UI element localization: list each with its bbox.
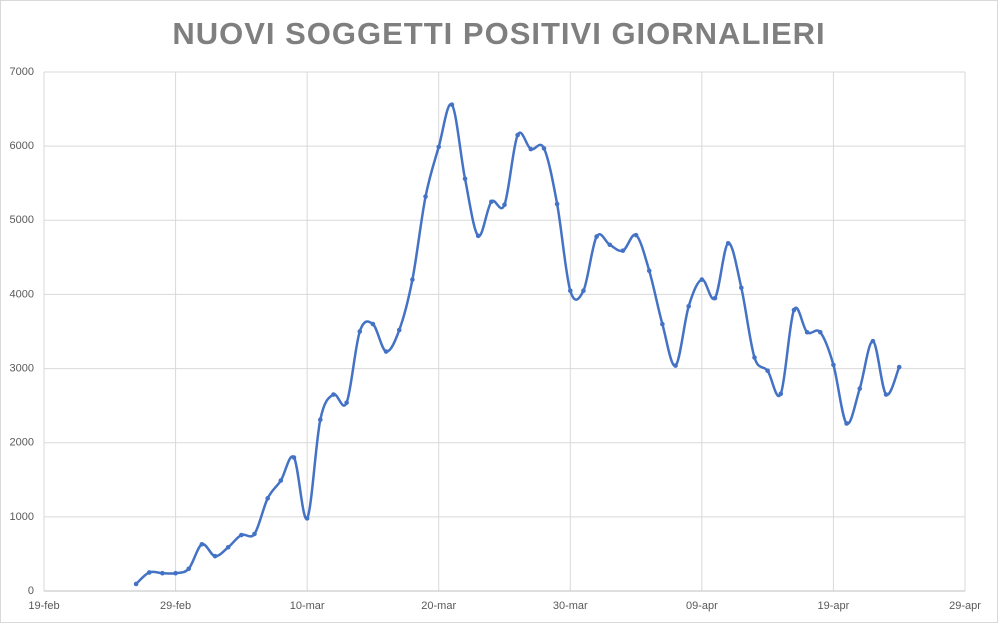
data-point [291, 455, 297, 460]
data-point [396, 327, 402, 333]
data-point [739, 285, 744, 291]
data-point [173, 570, 178, 576]
y-tick-label: 1000 [10, 511, 34, 523]
data-point [817, 329, 823, 335]
data-point [160, 570, 165, 576]
x-tick-label: 30-mar [553, 600, 588, 612]
x-tick-label: 20-mar [421, 600, 456, 612]
data-point [278, 478, 284, 483]
data-point [515, 132, 520, 138]
x-tick-label: 29-feb [160, 600, 191, 612]
data-point [660, 321, 665, 327]
data-point [475, 233, 481, 239]
data-point [436, 144, 442, 150]
data-point [554, 201, 560, 207]
data-point [646, 268, 652, 274]
y-tick-label: 3000 [10, 362, 34, 374]
data-point [331, 392, 336, 397]
data-point [462, 176, 468, 182]
data-point [199, 541, 205, 547]
x-tick-label: 19-feb [28, 600, 59, 612]
y-tick-label: 2000 [10, 437, 34, 449]
data-point [567, 288, 573, 294]
data-point [831, 362, 836, 368]
data-point [752, 355, 757, 360]
data-point [686, 303, 691, 309]
data-point [541, 146, 547, 151]
x-tick-label: 10-mar [290, 600, 325, 612]
data-point [528, 146, 534, 152]
data-point [607, 242, 613, 248]
data-point [673, 363, 678, 368]
data-point [304, 516, 310, 521]
data-point [449, 102, 455, 107]
data-point [633, 232, 639, 238]
y-tick-label: 0 [28, 585, 34, 597]
data-point [489, 199, 494, 205]
data-point [765, 368, 770, 374]
data-point [252, 531, 257, 537]
data-point [699, 277, 705, 282]
data-point [225, 544, 231, 550]
data-point [186, 566, 192, 572]
x-tick-label: 09-apr [686, 600, 718, 612]
chart-title: NUOVI SOGGETTI POSITIVI GIORNALIERI [172, 16, 825, 51]
y-tick-label: 4000 [10, 288, 34, 300]
data-point [502, 202, 507, 208]
data-point [344, 400, 349, 405]
data-point [370, 321, 376, 327]
data-point [357, 329, 363, 334]
data-point [804, 329, 810, 335]
data-point [318, 417, 323, 423]
data-point [896, 364, 902, 370]
data-point [712, 295, 718, 301]
x-tick-label: 29-apr [949, 600, 981, 612]
data-point [857, 386, 863, 391]
data-point [791, 307, 797, 313]
x-tick-label: 19-apr [818, 600, 850, 612]
data-point [133, 581, 139, 587]
data-point [883, 392, 889, 397]
data-point [594, 234, 599, 239]
data-point [844, 421, 849, 426]
y-tick-label: 5000 [10, 214, 34, 226]
data-point [239, 532, 244, 538]
data-point [383, 349, 389, 354]
data-point [212, 553, 218, 559]
y-tick-label: 7000 [10, 66, 34, 78]
y-tick-label: 6000 [10, 140, 34, 152]
data-point [410, 277, 415, 282]
data-point [265, 496, 270, 501]
data-point [146, 570, 152, 575]
data-point [870, 338, 876, 344]
data-point [725, 240, 731, 246]
data-point [581, 288, 586, 294]
data-point [620, 248, 626, 253]
data-point [423, 194, 428, 199]
data-point [778, 391, 784, 397]
